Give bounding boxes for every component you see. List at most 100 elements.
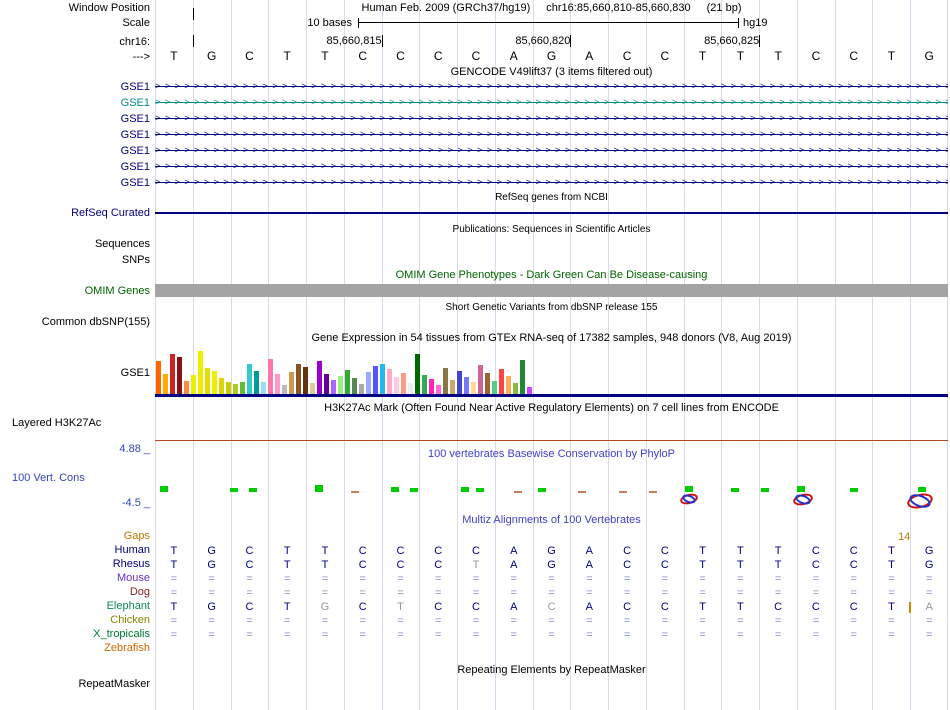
dbsnp-title[interactable]: Short Genetic Variants from dbSNP releas…: [445, 302, 658, 313]
gencode-transcript[interactable]: >>>>>>>>>>>>>>>>>>>>>>>>>>>>>>>>>>>>>>>>…: [155, 96, 948, 109]
gtex-tissue-bar[interactable]: [485, 373, 490, 394]
gencode-item-label[interactable]: GSE1: [120, 177, 150, 189]
h3k27ac-title[interactable]: H3K27Ac Mark (Often Found Near Active Re…: [324, 402, 779, 414]
gtex-tissue-bar[interactable]: [275, 374, 280, 394]
gtex-tissue-bar[interactable]: [191, 375, 196, 394]
sequences-track-label[interactable]: Sequences: [94, 238, 150, 250]
gtex-tissue-bar[interactable]: [163, 374, 168, 394]
gencode-transcript[interactable]: >>>>>>>>>>>>>>>>>>>>>>>>>>>>>>>>>>>>>>>>…: [155, 160, 948, 173]
alignment-row-gaps[interactable]: 14: [155, 530, 948, 544]
gtex-tissue-bar[interactable]: [499, 369, 504, 394]
gtex-tissue-bar[interactable]: [450, 380, 455, 394]
gtex-tissue-bar[interactable]: [226, 382, 231, 394]
gtex-tissue-bar[interactable]: [212, 371, 217, 394]
gtex-title[interactable]: Gene Expression in 54 tissues from GTEx …: [311, 332, 792, 344]
gtex-tissue-bar[interactable]: [254, 371, 259, 394]
gencode-item-label[interactable]: GSE1: [120, 145, 150, 157]
gtex-tissue-bar[interactable]: [492, 381, 497, 394]
gtex-tissue-bar[interactable]: [422, 375, 427, 394]
gencode-transcript[interactable]: >>>>>>>>>>>>>>>>>>>>>>>>>>>>>>>>>>>>>>>>…: [155, 128, 948, 141]
species-label-elephant[interactable]: Elephant: [106, 600, 150, 612]
gtex-tissue-bar[interactable]: [373, 366, 378, 394]
gencode-item-label[interactable]: GSE1: [120, 97, 150, 109]
refseq-gene-item[interactable]: [155, 212, 948, 214]
gtex-tissue-bar[interactable]: [240, 382, 245, 394]
phylop-title[interactable]: 100 vertebrates Basewise Conservation by…: [427, 448, 676, 460]
species-label-gaps[interactable]: Gaps: [123, 530, 150, 542]
repeatmasker-track-label[interactable]: RepeatMasker: [78, 678, 150, 690]
gtex-tissue-bar[interactable]: [506, 376, 511, 394]
coordinate-ruler[interactable]: 85,660,815 85,660,820 85,660,825: [155, 35, 948, 48]
gtex-tissue-bar[interactable]: [198, 351, 203, 394]
common-dbsnp-track-label[interactable]: Common dbSNP(155): [41, 316, 150, 328]
alignment-row-x_tropicalis[interactable]: = = = = = = = = = = = = = = = = = = = = =: [155, 628, 948, 642]
omim-title[interactable]: OMIM Gene Phenotypes - Dark Green Can Be…: [395, 269, 708, 281]
gtex-tissue-bar[interactable]: [219, 378, 224, 394]
gencode-item-label[interactable]: GSE1: [120, 81, 150, 93]
alignment-row-chicken[interactable]: = = = = = = = = = = = = = = = = = = = = =: [155, 614, 948, 628]
omim-genes-track-label[interactable]: OMIM Genes: [84, 285, 150, 297]
gtex-tissue-bar[interactable]: [156, 361, 161, 394]
gtex-tissue-bar[interactable]: [338, 376, 343, 394]
gtex-tissue-bar[interactable]: [457, 371, 462, 394]
gtex-tissue-bar[interactable]: [527, 387, 532, 394]
gtex-tissue-bar[interactable]: [233, 384, 238, 394]
gtex-tissue-bar[interactable]: [380, 364, 385, 394]
species-label-dog[interactable]: Dog: [129, 586, 150, 598]
gtex-tissue-bar[interactable]: [184, 381, 189, 394]
gtex-tissue-bar[interactable]: [331, 380, 336, 394]
gtex-tissue-bar[interactable]: [387, 369, 392, 394]
gtex-tissue-bar[interactable]: [366, 372, 371, 394]
gtex-tissue-bar[interactable]: [177, 357, 182, 394]
omim-gene-item[interactable]: [155, 284, 948, 297]
refseq-title[interactable]: RefSeq genes from NCBI: [495, 192, 608, 203]
gencode-title[interactable]: GENCODE V49lift37 (3 items filtered out): [450, 66, 653, 78]
gencode-transcript[interactable]: >>>>>>>>>>>>>>>>>>>>>>>>>>>>>>>>>>>>>>>>…: [155, 176, 948, 189]
snps-track-label[interactable]: SNPs: [121, 254, 150, 266]
gtex-tissue-bar[interactable]: [324, 374, 329, 394]
gtex-tissue-bar[interactable]: [436, 385, 441, 394]
gtex-tissue-bar[interactable]: [247, 364, 252, 394]
refseq-curated-track-label[interactable]: RefSeq Curated: [71, 207, 150, 219]
species-label-zebrafish[interactable]: Zebrafish: [104, 642, 150, 654]
gtex-tissue-bar[interactable]: [303, 367, 308, 394]
gtex-tissue-bar[interactable]: [429, 379, 434, 394]
gencode-item-label[interactable]: GSE1: [120, 113, 150, 125]
gencode-transcript[interactable]: >>>>>>>>>>>>>>>>>>>>>>>>>>>>>>>>>>>>>>>>…: [155, 112, 948, 125]
gtex-track-label[interactable]: GSE1: [120, 367, 150, 379]
species-label-chicken[interactable]: Chicken: [110, 614, 150, 626]
gtex-tissue-bar[interactable]: [296, 364, 301, 394]
gtex-tissue-bar[interactable]: [205, 368, 210, 394]
gtex-tissue-bar[interactable]: [170, 354, 175, 394]
gtex-tissue-bar[interactable]: [261, 382, 266, 394]
gtex-tissue-bar[interactable]: [408, 383, 413, 394]
gtex-tissue-bar[interactable]: [268, 359, 273, 394]
species-label-rhesus[interactable]: Rhesus: [112, 558, 150, 570]
alignment-row-dog[interactable]: = = = = = = = = = = = = = = = = = = = = =: [155, 586, 948, 600]
species-label-x_tropicalis[interactable]: X_tropicalis: [93, 628, 150, 640]
h3k27ac-track-label[interactable]: Layered H3K27Ac: [12, 417, 102, 429]
gtex-tissue-bar[interactable]: [310, 383, 315, 394]
gtex-tissue-bar[interactable]: [415, 354, 420, 394]
gtex-tissue-bar[interactable]: [513, 383, 518, 394]
gtex-tissue-bar[interactable]: [345, 370, 350, 394]
gtex-tissue-bar[interactable]: [443, 368, 448, 394]
phylop-wiggle-track[interactable]: [155, 458, 948, 516]
alignment-row-zebrafish[interactable]: [155, 642, 948, 656]
phylop-track-label[interactable]: 100 Vert. Cons: [12, 472, 85, 484]
gtex-tissue-bar[interactable]: [471, 382, 476, 394]
publications-title[interactable]: Publications: Sequences in Scientific Ar…: [452, 224, 651, 235]
gtex-tissue-bar[interactable]: [464, 377, 469, 394]
repeatmasker-title[interactable]: Repeating Elements by RepeatMasker: [457, 664, 646, 676]
species-label-human[interactable]: Human: [114, 544, 150, 556]
gtex-tissue-bar[interactable]: [352, 378, 357, 394]
gencode-item-label[interactable]: GSE1: [120, 129, 150, 141]
gtex-tissue-bar[interactable]: [289, 372, 294, 394]
gtex-tissue-bar[interactable]: [478, 365, 483, 394]
gencode-transcript[interactable]: >>>>>>>>>>>>>>>>>>>>>>>>>>>>>>>>>>>>>>>>…: [155, 144, 948, 157]
gtex-tissue-bar[interactable]: [317, 361, 322, 394]
multiz-title[interactable]: Multiz Alignments of 100 Vertebrates: [462, 514, 641, 526]
